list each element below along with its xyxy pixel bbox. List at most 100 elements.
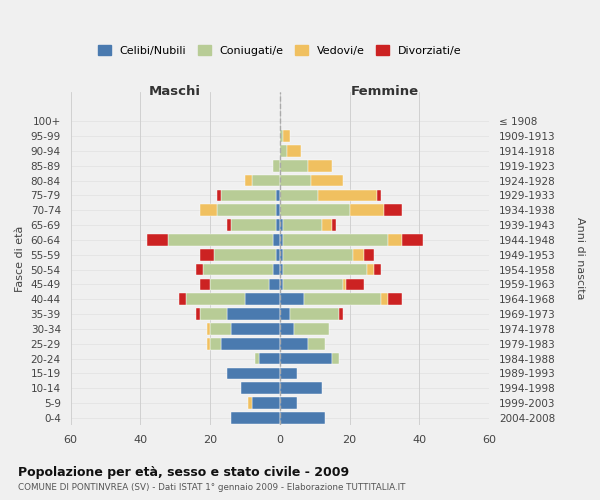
Bar bbox=[280, 368, 297, 379]
Bar bbox=[217, 204, 277, 216]
Bar bbox=[273, 264, 280, 276]
Bar bbox=[322, 220, 332, 231]
Bar bbox=[280, 264, 283, 276]
Bar bbox=[388, 294, 402, 305]
Bar bbox=[147, 234, 168, 245]
Bar bbox=[280, 204, 350, 216]
Bar bbox=[374, 264, 381, 276]
Bar bbox=[280, 130, 283, 142]
Text: Femmine: Femmine bbox=[350, 86, 419, 98]
Bar bbox=[252, 398, 280, 409]
Bar bbox=[252, 175, 280, 186]
Bar bbox=[273, 234, 280, 245]
Bar bbox=[346, 278, 364, 290]
Bar bbox=[227, 220, 231, 231]
Bar bbox=[283, 278, 343, 290]
Bar bbox=[283, 130, 290, 142]
Bar bbox=[179, 294, 185, 305]
Bar bbox=[280, 323, 294, 334]
Bar bbox=[280, 308, 290, 320]
Bar bbox=[259, 353, 280, 364]
Bar bbox=[277, 204, 280, 216]
Bar bbox=[283, 264, 367, 276]
Bar bbox=[280, 338, 308, 349]
Bar bbox=[280, 294, 304, 305]
Bar bbox=[280, 249, 283, 260]
Bar bbox=[350, 204, 385, 216]
Y-axis label: Anni di nascita: Anni di nascita bbox=[575, 217, 585, 300]
Bar bbox=[200, 308, 227, 320]
Bar bbox=[168, 234, 273, 245]
Bar bbox=[280, 145, 287, 156]
Bar bbox=[277, 249, 280, 260]
Bar bbox=[210, 323, 231, 334]
Bar bbox=[287, 145, 301, 156]
Bar bbox=[277, 190, 280, 201]
Bar bbox=[318, 190, 377, 201]
Bar bbox=[280, 398, 297, 409]
Text: Popolazione per età, sesso e stato civile - 2009: Popolazione per età, sesso e stato civil… bbox=[18, 466, 349, 479]
Bar bbox=[221, 190, 277, 201]
Bar bbox=[367, 264, 374, 276]
Bar bbox=[283, 249, 353, 260]
Bar bbox=[206, 338, 210, 349]
Bar bbox=[381, 294, 388, 305]
Bar bbox=[332, 353, 339, 364]
Bar bbox=[245, 175, 252, 186]
Bar bbox=[385, 204, 402, 216]
Bar bbox=[245, 294, 280, 305]
Bar bbox=[343, 278, 346, 290]
Bar bbox=[277, 220, 280, 231]
Bar bbox=[332, 220, 335, 231]
Bar bbox=[280, 175, 311, 186]
Bar bbox=[294, 323, 329, 334]
Bar bbox=[206, 323, 210, 334]
Bar bbox=[353, 249, 364, 260]
Bar bbox=[196, 308, 200, 320]
Bar bbox=[221, 338, 280, 349]
Bar bbox=[200, 278, 210, 290]
Legend: Celibi/Nubili, Coniugati/e, Vedovi/e, Divorziati/e: Celibi/Nubili, Coniugati/e, Vedovi/e, Di… bbox=[98, 46, 462, 56]
Bar bbox=[256, 353, 259, 364]
Bar bbox=[196, 264, 203, 276]
Bar bbox=[241, 382, 280, 394]
Bar bbox=[339, 308, 343, 320]
Bar bbox=[248, 398, 252, 409]
Bar bbox=[200, 249, 214, 260]
Bar bbox=[280, 220, 283, 231]
Bar bbox=[269, 278, 280, 290]
Bar bbox=[280, 278, 283, 290]
Bar bbox=[227, 308, 280, 320]
Bar bbox=[214, 249, 277, 260]
Bar bbox=[210, 338, 221, 349]
Bar bbox=[280, 412, 325, 424]
Bar bbox=[231, 323, 280, 334]
Bar bbox=[283, 234, 388, 245]
Bar bbox=[308, 160, 332, 172]
Bar bbox=[217, 190, 221, 201]
Bar bbox=[308, 338, 325, 349]
Bar bbox=[200, 204, 217, 216]
Bar bbox=[364, 249, 374, 260]
Bar bbox=[280, 160, 308, 172]
Text: Maschi: Maschi bbox=[149, 86, 201, 98]
Bar bbox=[311, 175, 343, 186]
Bar bbox=[304, 294, 381, 305]
Bar bbox=[283, 220, 322, 231]
Text: COMUNE DI PONTINVREA (SV) - Dati ISTAT 1° gennaio 2009 - Elaborazione TUTTITALIA: COMUNE DI PONTINVREA (SV) - Dati ISTAT 1… bbox=[18, 483, 406, 492]
Bar bbox=[280, 382, 322, 394]
Bar bbox=[231, 412, 280, 424]
Bar bbox=[227, 368, 280, 379]
Bar bbox=[280, 234, 283, 245]
Bar bbox=[185, 294, 245, 305]
Bar bbox=[280, 353, 332, 364]
Bar bbox=[231, 220, 277, 231]
Bar bbox=[388, 234, 402, 245]
Bar bbox=[203, 264, 273, 276]
Y-axis label: Fasce di età: Fasce di età bbox=[15, 226, 25, 292]
Bar bbox=[402, 234, 423, 245]
Bar bbox=[280, 190, 318, 201]
Bar bbox=[290, 308, 339, 320]
Bar bbox=[210, 278, 269, 290]
Bar bbox=[273, 160, 280, 172]
